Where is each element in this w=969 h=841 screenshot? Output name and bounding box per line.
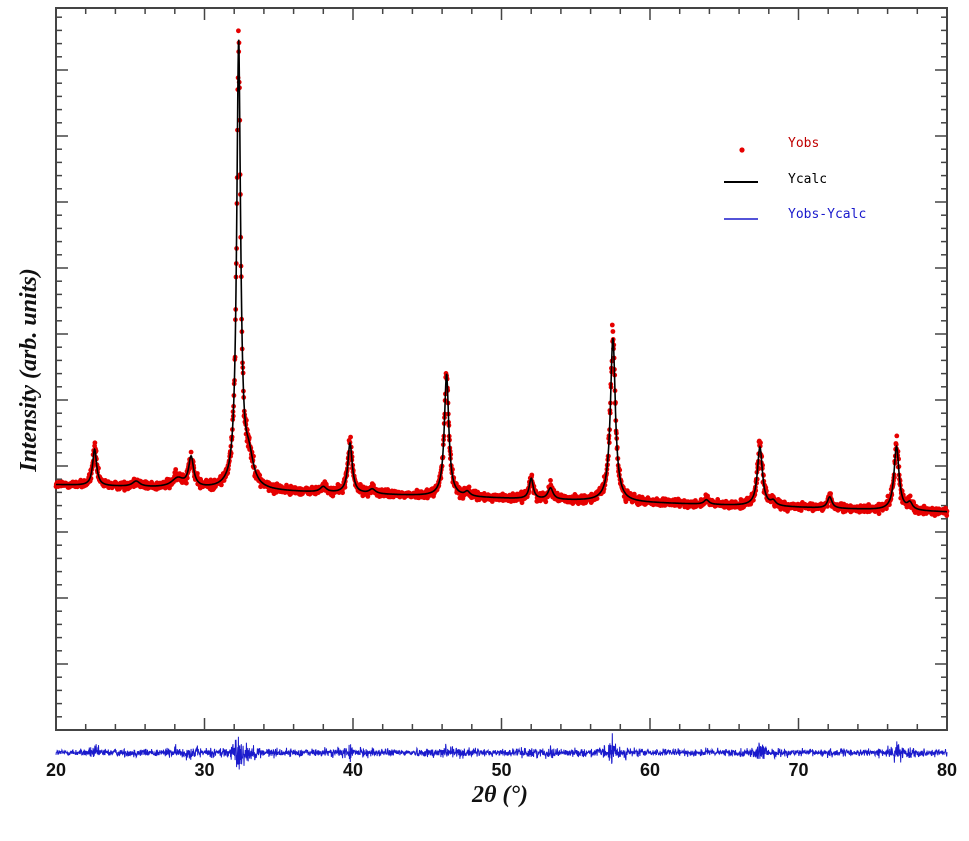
yobs-point [188, 449, 194, 455]
legend: Yobs Ycalc Yobs-Ycalc [724, 136, 866, 222]
yobs-point [529, 472, 535, 478]
y-axis-title: Intensity (arb. units) [16, 268, 42, 472]
series-ycalc [55, 39, 947, 513]
yobs-point [236, 28, 241, 34]
yobs-point [609, 322, 615, 328]
yobs-point [610, 329, 616, 334]
yobs-point [828, 491, 833, 496]
yobs-point [623, 499, 629, 505]
x-tick-label: 70 [788, 760, 808, 780]
legend-yobs-marker [739, 147, 745, 153]
yobs-point [184, 480, 189, 486]
yobs-point [894, 433, 900, 439]
yobs-point [543, 499, 549, 505]
yobs-point [876, 511, 882, 517]
yobs-point [548, 478, 553, 483]
yobs-point [340, 490, 345, 496]
x-tick-label: 40 [343, 760, 363, 780]
legend-diff-label: Yobs-Ycalc [788, 207, 866, 222]
legend-yobs-label: Yobs [788, 136, 819, 151]
x-tick-label: 20 [46, 760, 66, 780]
yobs-point [944, 513, 950, 518]
x-ticks [55, 8, 948, 730]
yobs-point [907, 493, 913, 499]
yobs-point [466, 484, 472, 490]
x-tick-label: 60 [640, 760, 660, 780]
yobs-point [365, 494, 371, 499]
yobs-point [92, 440, 98, 446]
series-yobs [53, 28, 950, 518]
yobs-point [348, 434, 353, 440]
x-tick-label: 30 [194, 760, 214, 780]
y-ticks [56, 16, 947, 731]
yobs-point [219, 482, 224, 488]
x-tick-label: 50 [491, 760, 511, 780]
yobs-point [758, 440, 763, 446]
x-tick-labels: 20 30 40 50 60 70 80 [46, 760, 957, 780]
x-axis-title: 2θ (°) [471, 782, 528, 808]
plot-frame [55, 7, 948, 731]
x-tick-label: 80 [937, 760, 957, 780]
yobs-point [173, 467, 179, 472]
yobs-point [195, 471, 200, 476]
legend-ycalc-label: Ycalc [788, 172, 827, 187]
